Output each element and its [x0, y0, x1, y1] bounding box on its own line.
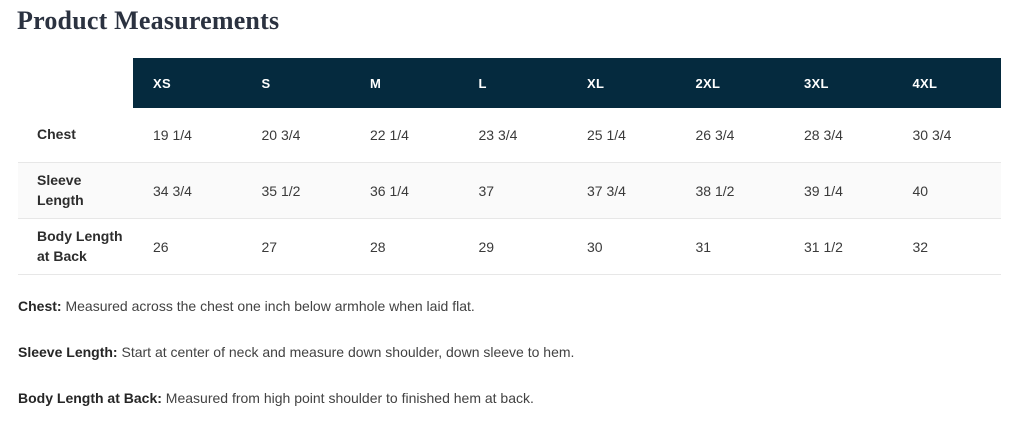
- footnote-body-length-at-back-term: Body Length at Back:: [18, 389, 162, 406]
- measurement-cell: 22 1/4: [370, 127, 409, 143]
- table-row-chest: Chest 19 1/4 20 3/4 22 1/4 23 3/4 25 1/4…: [18, 108, 1001, 163]
- measurements-table: XS S M L XL 2XL 3XL 4XL Chest 19 1/4 20 …: [18, 58, 1001, 276]
- row-label-sleeve-length: Sleeve Length: [37, 172, 84, 208]
- row-label-chest: Chest: [37, 126, 76, 143]
- measurement-cell: 32: [912, 238, 929, 255]
- footnote-sleeve-length-text: Start at center of neck and measure down…: [121, 343, 575, 360]
- row-label-body-length-at-back: Body Length at Back: [37, 228, 123, 264]
- size-header-xl: XL: [567, 58, 676, 108]
- footnote-chest: Chest: Measured across the chest one inc…: [18, 297, 1008, 317]
- measurement-cell: 28 3/4: [804, 127, 843, 143]
- measurement-cell: 40: [912, 182, 929, 199]
- measurement-definitions: Chest: Measured across the chest one inc…: [18, 297, 1008, 408]
- size-header-3xl: 3XL: [784, 58, 893, 108]
- size-header-row: XS S M L XL 2XL 3XL 4XL: [18, 58, 1001, 108]
- measurement-cell: 26: [153, 238, 169, 255]
- measurement-cell: 34 3/4: [153, 182, 192, 199]
- measurement-cell: 36 1/4: [370, 182, 409, 199]
- measurement-cell: 37 3/4: [587, 182, 626, 199]
- footnote-body-length-at-back-text: Measured from high point shoulder to fin…: [165, 389, 534, 406]
- measurement-cell: 28: [370, 238, 386, 255]
- measurement-cell: 19 1/4: [153, 127, 192, 143]
- size-header-m: M: [350, 58, 459, 108]
- size-header-2xl: 2XL: [675, 58, 784, 108]
- page-title: Product Measurements: [17, 6, 280, 35]
- measurement-cell: 23 3/4: [478, 127, 518, 143]
- table-row-sleeve-length: Sleeve Length 34 3/4 35 1/2 36 1/4 37 37…: [18, 163, 1001, 220]
- measurement-cell: 26 3/4: [695, 127, 735, 143]
- footnote-body-length-at-back: Body Length at Back: Measured from high …: [18, 389, 1008, 409]
- footnote-sleeve-length-term: Sleeve Length:: [18, 343, 118, 360]
- measurement-cell: 27: [261, 238, 278, 255]
- measurement-cell: 30: [587, 238, 603, 255]
- size-header-4xl: 4XL: [892, 58, 1001, 108]
- measurement-cell: 31 1/2: [804, 238, 843, 255]
- measurement-cell: 29: [478, 238, 495, 255]
- size-header-s: S: [241, 58, 350, 108]
- size-header-xs: XS: [133, 58, 242, 108]
- measurement-cell: 20 3/4: [261, 127, 301, 143]
- size-header-l: L: [458, 58, 567, 108]
- measurement-cell: 37: [478, 182, 495, 199]
- measurement-cell: 35 1/2: [261, 182, 301, 199]
- table-row-body-length-at-back: Body Length at Back 26 27 28 29 30 31 31…: [18, 219, 1001, 276]
- footnote-chest-text: Measured across the chest one inch below…: [65, 298, 475, 315]
- header-corner-spacer: [18, 58, 133, 108]
- footnote-sleeve-length: Sleeve Length: Start at center of neck a…: [18, 343, 1008, 363]
- measurement-cell: 31: [695, 238, 712, 255]
- footnote-chest-term: Chest:: [18, 298, 62, 315]
- measurement-cell: 25 1/4: [587, 127, 626, 143]
- measurement-cell: 39 1/4: [804, 182, 843, 199]
- measurement-cell: 30 3/4: [912, 127, 952, 143]
- product-measurements-section: Product Measurements XS S M L XL 2XL 3XL…: [17, 6, 1008, 408]
- measurement-cell: 38 1/2: [695, 182, 735, 199]
